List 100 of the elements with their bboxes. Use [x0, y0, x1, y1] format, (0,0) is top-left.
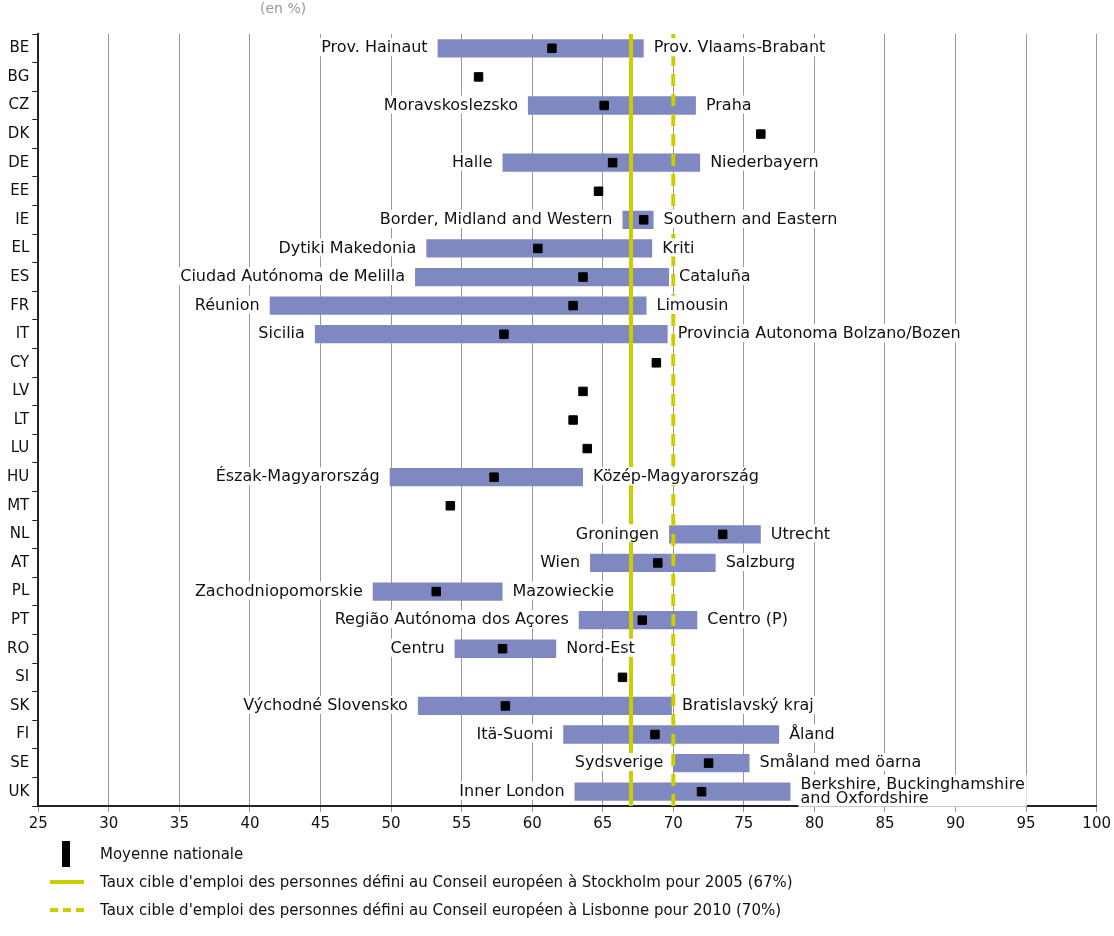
bar: [437, 39, 644, 58]
bar: [269, 296, 647, 315]
x-tick-label: 25: [28, 813, 48, 832]
x-tick-label: 95: [1016, 813, 1036, 832]
y-tick-label: DE: [8, 152, 30, 171]
annotation: Berkshire, Buckinghamshire and Oxfordshire: [800, 773, 1025, 807]
annotation: Réunion: [194, 294, 260, 314]
annotation: Észak-Magyarország: [215, 466, 380, 486]
point: [578, 272, 588, 282]
annotation: Prov. Vlaams-Brabant: [653, 37, 826, 57]
point: [568, 415, 578, 425]
bar: [574, 782, 791, 801]
annotation: Halle: [451, 151, 493, 171]
point: [653, 558, 663, 568]
bar: [454, 639, 557, 658]
y-tick-label: BE: [9, 38, 30, 57]
x-tick-label: 100: [1082, 813, 1112, 832]
point: [568, 300, 578, 311]
y-tick-label: AT: [10, 552, 31, 571]
point: [582, 443, 592, 454]
y-tick-label: PT: [11, 610, 31, 629]
point: [650, 729, 660, 740]
bar: [417, 696, 672, 716]
y-tick-label: LU: [10, 438, 30, 457]
point: [533, 243, 543, 254]
x-tick-label: 35: [169, 813, 189, 832]
annotation: Groningen: [575, 523, 660, 543]
x-tick-label: 80: [804, 813, 824, 832]
x-tick-label: 75: [734, 813, 754, 832]
x-tick-label: 50: [381, 813, 401, 832]
annotation: Moravskoslezsko: [383, 94, 518, 114]
y-tick-label: PL: [11, 581, 30, 600]
y-tick-label: UK: [8, 781, 31, 800]
bar: [578, 611, 698, 630]
x-tick-label: 70: [663, 813, 683, 832]
annotation: Itä-Suomi: [476, 723, 554, 743]
point: [489, 472, 499, 482]
point: [717, 529, 728, 540]
annotation: Zachodniopomorskie: [194, 580, 363, 600]
point: [607, 157, 618, 168]
x-tick-label: 55: [452, 813, 472, 832]
annotation: Praha: [705, 94, 752, 114]
point: [547, 43, 557, 54]
annotation: Centru: [390, 637, 445, 657]
bar: [415, 267, 670, 287]
annotation: Cataluña: [679, 266, 751, 286]
annotation: Ciudad Autónoma de Melilla: [180, 266, 406, 286]
annotation: Utrecht: [770, 523, 831, 543]
annotation: Kriti: [662, 237, 695, 257]
y-tick-label: NL: [9, 524, 30, 543]
y-tick-label: LT: [13, 409, 31, 428]
y-tick-label: FR: [10, 295, 30, 314]
y-tick-label: IT: [15, 324, 31, 343]
annotation: Southern and Eastern: [663, 209, 838, 229]
point: [599, 100, 609, 111]
bar: [372, 582, 503, 601]
point: [431, 586, 441, 597]
annotation: Dytiki Makedonia: [278, 237, 417, 257]
y-tick-label: RO: [7, 638, 30, 657]
x-tick-label: 90: [946, 813, 966, 832]
bar: [426, 239, 653, 258]
point: [703, 758, 714, 768]
bar: [314, 325, 668, 344]
point: [651, 358, 662, 368]
annotation: Salzburg: [725, 552, 796, 572]
y-tick-label: DK: [7, 123, 31, 142]
annotation: Limousin: [656, 294, 729, 314]
y-tick-label: SK: [9, 695, 31, 714]
bar: [563, 725, 780, 744]
y-tick-label: FI: [16, 724, 30, 743]
point: [696, 786, 707, 797]
y-tick-label: CY: [9, 352, 31, 371]
point: [499, 329, 509, 339]
annotation: Åland: [789, 723, 835, 743]
point: [637, 615, 648, 625]
annotation: Inner London: [459, 780, 565, 800]
y-tick-label: EL: [11, 238, 30, 257]
annotation: Mazowieckie: [512, 580, 615, 600]
y-tick-label: IE: [15, 209, 30, 228]
y-tick-label: BG: [7, 66, 30, 85]
point: [473, 72, 484, 82]
annotation: Sicilia: [258, 323, 305, 343]
chart-title: (en %): [260, 0, 307, 16]
legend-label: Moyenne nationale: [100, 845, 244, 863]
bar: [673, 753, 750, 773]
annotation: Východné Slovensko: [243, 695, 408, 715]
y-tick-label: MT: [7, 495, 31, 514]
bar: [527, 96, 696, 115]
annotation: Prov. Hainaut: [321, 37, 428, 57]
annotation: Bratislavský kraj: [681, 695, 814, 715]
annotation: Sydsverige: [574, 752, 664, 772]
x-tick-label: 60: [522, 813, 542, 832]
annotation: Småland med öarna: [759, 752, 922, 772]
x-tick-label: 85: [875, 813, 895, 832]
y-tick-label: SI: [15, 667, 30, 686]
annotation: Niederbayern: [710, 151, 819, 171]
point: [497, 644, 508, 654]
y-tick-label: CZ: [8, 95, 30, 114]
point: [500, 701, 511, 711]
annotation: Wien: [540, 552, 581, 572]
